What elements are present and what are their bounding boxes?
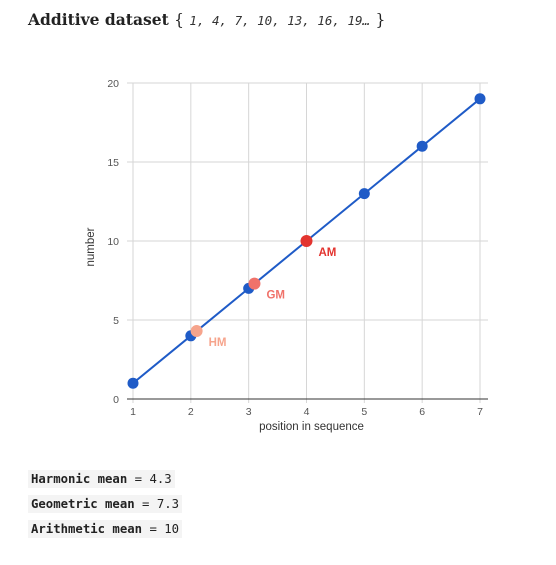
x-tick-label-7: 7: [477, 406, 483, 418]
x-tick-label-5: 5: [361, 406, 367, 418]
arithmetic-mean-value: 10: [164, 522, 180, 536]
am-annotation-label: AM: [319, 247, 337, 259]
y-axis-label: number: [85, 227, 97, 266]
close-brace: }: [375, 11, 386, 29]
geometric-mean-value: 7.3: [156, 497, 180, 511]
harmonic-mean-row: Harmonic mean = 4.3: [28, 470, 175, 488]
data-point-7: [474, 93, 486, 105]
geometric-mean-eq: =: [134, 497, 157, 511]
hm-marker: [190, 325, 203, 338]
data-point-1: [127, 377, 139, 389]
axes: 1 2 3 4 5 6 7 0 5 10 15 20 position in sequence numbe…: [85, 78, 483, 433]
geometric-mean-row: Geometric mean = 7.3: [28, 495, 183, 513]
sequence-text: 1, 4, 7, 10, 13, 16, 19…: [189, 13, 371, 28]
data-point-5: [358, 188, 370, 200]
x-tick-label-1: 1: [130, 406, 136, 418]
x-axis-label: position in sequence: [259, 421, 364, 433]
arithmetic-mean-label: Arithmetic mean: [31, 522, 143, 536]
harmonic-mean-value: 4.3: [149, 472, 172, 486]
y-tick-label-10: 10: [107, 236, 119, 248]
harmonic-mean-label: Harmonic mean: [31, 472, 128, 486]
x-tick-label-2: 2: [188, 406, 194, 418]
y-tick-label-15: 15: [107, 157, 119, 169]
gm-marker: [248, 277, 261, 290]
arithmetic-mean-row: Arithmetic mean = 10: [28, 520, 183, 538]
x-tick-label-4: 4: [304, 406, 310, 418]
geometric-mean-label: Geometric mean: [31, 497, 135, 511]
means-list: Harmonic mean = 4.3 Geometric mean = 7.3…: [28, 470, 183, 545]
x-tick-label-6: 6: [419, 406, 425, 418]
gm-annotation-label: GM: [266, 290, 285, 302]
line-chart: 1 2 3 4 5 6 7 0 5 10 15 20 position in sequence numbe…: [85, 78, 488, 433]
y-tick-label-20: 20: [107, 78, 119, 90]
title-text: Additive dataset: [28, 10, 169, 29]
am-marker: [300, 235, 313, 247]
y-tick-label-0: 0: [113, 394, 119, 406]
open-brace: {: [174, 11, 185, 29]
x-tick-label-3: 3: [246, 406, 252, 418]
hm-annotation-label: HM: [209, 337, 227, 349]
annotations-group: HM GM AM: [190, 235, 337, 349]
arithmetic-mean-eq: =: [142, 522, 165, 536]
data-point-6: [416, 140, 428, 152]
harmonic-mean-eq: =: [127, 472, 150, 486]
y-tick-label-5: 5: [113, 315, 119, 327]
page-title: Additive dataset { 1, 4, 7, 10, 13, 16, …: [28, 10, 385, 29]
